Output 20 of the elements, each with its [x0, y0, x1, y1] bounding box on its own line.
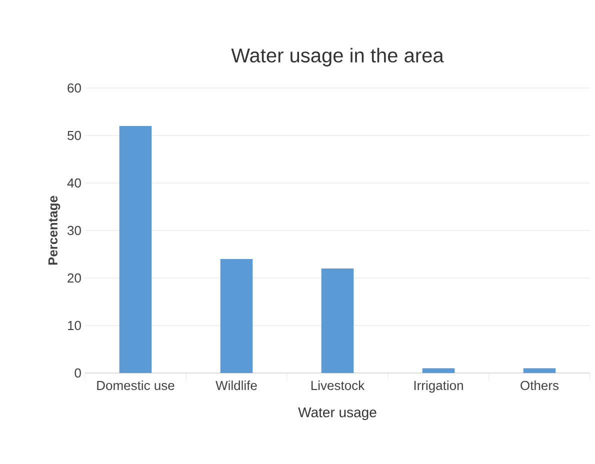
y-tick-label: 40 — [67, 178, 81, 188]
bar — [523, 368, 556, 373]
x-tick-label: Livestock — [311, 380, 365, 390]
x-tick-label: Domestic use — [97, 380, 174, 390]
x-tick-label: Wildlife — [216, 380, 257, 390]
y-tick-label: 60 — [68, 83, 81, 93]
bar — [422, 368, 455, 373]
y-tick-label: 10 — [68, 320, 81, 330]
x-tick-label: Others — [520, 380, 559, 390]
y-tick-label: 30 — [68, 226, 81, 236]
y-tick-label: 20 — [68, 273, 81, 283]
bar — [321, 268, 354, 373]
x-axis-title: Water usage — [298, 408, 376, 420]
chart-title: Water usage in the area — [231, 48, 444, 66]
bar — [119, 126, 152, 373]
bar — [220, 259, 253, 373]
y-axis-title: Percentage — [48, 196, 60, 265]
y-tick-label: 50 — [68, 130, 81, 140]
x-tick-label: Irrigation — [414, 380, 463, 393]
y-tick-label: 0 — [74, 368, 81, 378]
